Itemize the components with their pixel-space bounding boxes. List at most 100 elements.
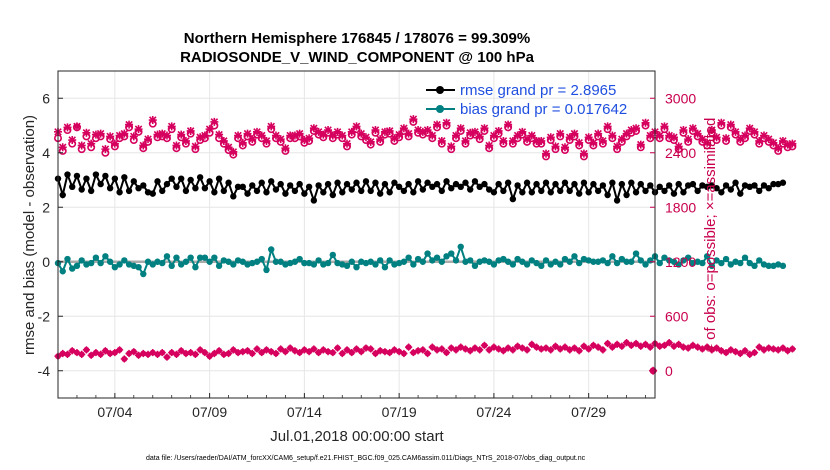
obs-assimilated-point (418, 127, 427, 136)
obs-lower-cross (509, 346, 517, 354)
obs-lower-cross (272, 349, 280, 358)
rmse-point (92, 171, 100, 178)
obs-lower-cross (101, 347, 109, 355)
rmse-point (83, 175, 90, 182)
obs-assimilated-point (774, 144, 783, 153)
bias-point (272, 258, 280, 265)
rmse-point (339, 189, 346, 196)
obs-lower-cross (348, 348, 356, 357)
rmse-point (666, 182, 673, 189)
rmse-point (424, 179, 431, 186)
bias-point (433, 254, 441, 261)
rmse-point (244, 190, 251, 197)
obs-assimilated-point (608, 131, 617, 140)
obs-assimilated-point (181, 136, 190, 145)
bias-point (675, 261, 682, 268)
rmse-point (324, 180, 332, 188)
obs-lower-cross (788, 345, 797, 353)
right-y-tick-label: 600 (665, 308, 689, 324)
rmse-point (689, 180, 697, 188)
legend-rmse-label: rmse grand pr = 2.8965 (460, 82, 616, 99)
obs-assimilated-point (504, 120, 513, 129)
obs-assimilated-point (755, 136, 764, 145)
bias-point (277, 258, 284, 265)
bias-point (315, 257, 322, 264)
rmse-point (590, 180, 597, 188)
obs-assimilated-point (442, 118, 451, 127)
obs-assimilated-point (281, 144, 290, 153)
obs-assimilated-point (494, 126, 503, 135)
rmse-point (557, 187, 564, 195)
rmse-point (538, 187, 545, 195)
rmse-point (713, 184, 720, 192)
bias-point (684, 254, 692, 261)
bias-point (73, 262, 81, 270)
obs-assimilated-point (186, 126, 195, 135)
obs-lower-cross (466, 347, 474, 355)
bias-point (405, 254, 412, 261)
rmse-point (87, 187, 95, 195)
rmse-point (381, 180, 389, 188)
rmse-point (173, 183, 180, 191)
rmse-point (604, 191, 611, 199)
bias-point (528, 257, 536, 264)
obs-lower-cross (305, 348, 313, 356)
obs-assimilated-point (210, 117, 219, 126)
obs-assimilated-point (726, 120, 735, 129)
obs-assimilated-point (267, 122, 276, 131)
bias-point (97, 259, 104, 267)
obs-assimilated-point (196, 133, 205, 142)
obs-assimilated-point (290, 131, 299, 140)
obs-assimilated-point (466, 128, 475, 137)
rmse-point (149, 190, 156, 197)
bias-point (765, 262, 772, 270)
bias-point (163, 253, 171, 260)
bias-point (467, 257, 474, 264)
obs-lower-cross (608, 343, 616, 351)
x-tick-label: 07/09 (192, 404, 227, 420)
bias-point (201, 254, 209, 261)
obs-assimilated-point (224, 143, 233, 152)
obs-lower-cross (423, 349, 432, 358)
obs-assimilated-point (91, 130, 100, 139)
obs-lower-cross (82, 346, 91, 354)
bias-point (239, 258, 246, 265)
obs-lower-cross (660, 341, 669, 349)
right-y-tick-label: 1200 (665, 254, 696, 270)
obs-assimilated-point (68, 136, 77, 145)
obs-assimilated-point (660, 122, 669, 131)
obs-assimilated-point (414, 126, 423, 135)
obs-assimilated-point (229, 147, 238, 156)
data-file-footnote: data file: /Users/raeder/DAI/ATM_forcXX/… (146, 455, 586, 462)
rmse-point (495, 180, 502, 188)
obs-assimilated-point (518, 127, 527, 136)
bias-point (329, 251, 337, 259)
obs-lower-cross (779, 344, 787, 352)
bias-point (225, 258, 232, 265)
bias-point (381, 264, 389, 271)
bias-point (703, 253, 711, 260)
bias-point (121, 257, 128, 264)
obs-assimilated-point (366, 137, 375, 146)
obs-assimilated-point (333, 127, 342, 136)
obs-lower-cross (210, 349, 218, 358)
bias-point (741, 254, 749, 261)
obs-assimilated-point (565, 133, 574, 142)
bias-point (618, 255, 626, 263)
x-tick-label: 07/04 (97, 404, 132, 420)
obs-assimilated-point (172, 141, 181, 150)
obs-assimilated-point (627, 126, 636, 135)
obs-assimilated-point (148, 116, 157, 125)
obs-lower-cross (523, 346, 531, 354)
rmse-point (258, 179, 265, 186)
obs-lower-cross (97, 350, 105, 358)
obs-assimilated-point (361, 133, 370, 142)
obs-assimilated-point (423, 126, 432, 135)
obs-assimilated-point (87, 139, 96, 148)
bias-point (509, 261, 517, 268)
rmse-point (395, 183, 403, 191)
bias-point (632, 250, 640, 257)
rmse-point (405, 180, 412, 188)
obs-assimilated-point (783, 140, 792, 149)
